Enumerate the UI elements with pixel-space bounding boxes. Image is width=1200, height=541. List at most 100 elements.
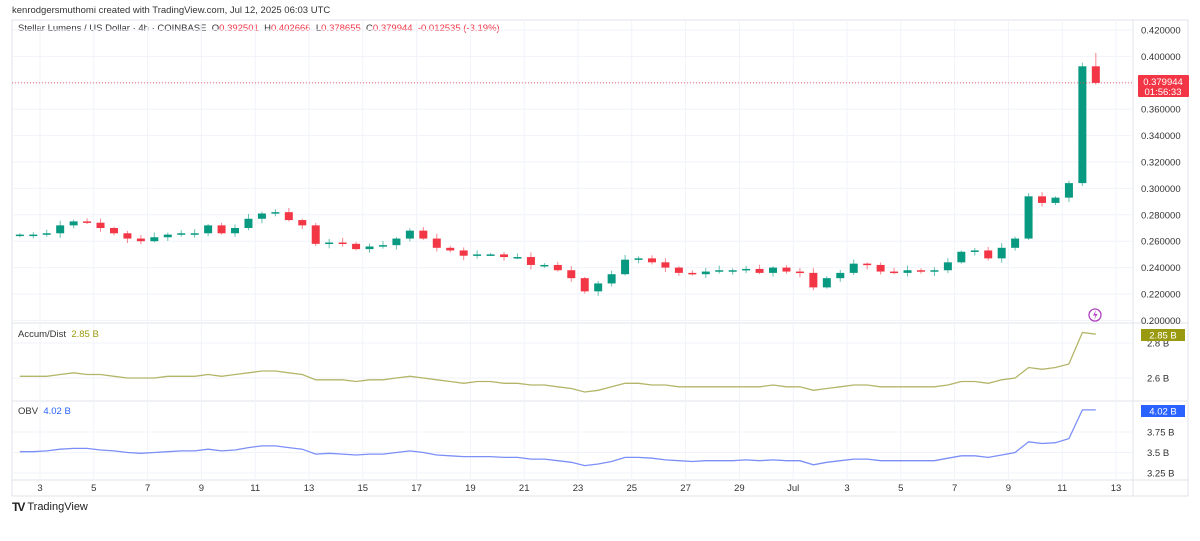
obv-legend: OBV 4.02 B: [18, 406, 71, 417]
candle-body: [580, 278, 589, 292]
candle: [500, 251, 509, 261]
tradingview-logo-text: TradingView: [27, 501, 88, 513]
candle: [916, 268, 925, 274]
candle-body: [231, 228, 240, 234]
candle: [42, 229, 51, 237]
obv-tick-label: 3.75 B: [1147, 428, 1174, 439]
candle: [621, 254, 630, 276]
candle: [701, 267, 710, 278]
candle: [217, 222, 226, 235]
time-tick-label: 19: [465, 483, 476, 494]
candle: [392, 237, 401, 250]
time-tick-label: 9: [1006, 483, 1011, 494]
candle-body: [715, 270, 724, 272]
candle-body: [836, 272, 845, 279]
candle-body: [540, 264, 549, 267]
candle: [257, 211, 266, 224]
candle-body: [634, 258, 643, 260]
candle: [930, 267, 939, 277]
candle: [970, 247, 979, 256]
tradingview-logo[interactable]: TV TradingView: [12, 500, 88, 514]
candle: [647, 255, 656, 265]
candle-body: [661, 262, 670, 268]
accum-dist-badge-value: 2.85 B: [1149, 331, 1176, 342]
candle-body: [1024, 196, 1033, 239]
candle-body: [432, 238, 441, 248]
candle-body: [15, 234, 24, 237]
candle: [1091, 52, 1100, 85]
candle: [782, 265, 791, 274]
price-tick-label: 0.300000: [1141, 184, 1181, 195]
time-tick-label: 17: [411, 483, 422, 494]
candles: [12, 52, 1133, 296]
price-tick-label: 0.280000: [1141, 210, 1181, 221]
price-tick-label: 0.340000: [1141, 131, 1181, 142]
candle-body: [809, 272, 818, 288]
candle: [432, 233, 441, 252]
candle-body: [728, 270, 737, 272]
candle: [742, 265, 751, 274]
candle: [446, 245, 455, 253]
time-tick-label: 5: [898, 483, 903, 494]
candle-body: [1011, 238, 1020, 248]
candle: [567, 266, 576, 282]
candle: [163, 232, 172, 241]
candle-body: [352, 243, 361, 250]
candle: [473, 250, 482, 259]
candle: [338, 237, 347, 247]
candle: [365, 243, 374, 253]
grid: [11, 19, 1189, 497]
lightning-icon[interactable]: [1088, 308, 1102, 322]
candle: [607, 270, 616, 287]
candle-body: [621, 259, 630, 275]
time-tick-label: 11: [250, 483, 260, 494]
candle-body: [674, 267, 683, 273]
price-tick-label: 0.220000: [1141, 290, 1181, 301]
price-tick-label: 0.360000: [1141, 105, 1181, 116]
candle-body: [553, 264, 562, 271]
candle-body: [876, 264, 885, 272]
candle: [1064, 180, 1073, 203]
obv-tick-label: 3.25 B: [1147, 469, 1174, 480]
price-badge: 0.379944 01:56:33: [1138, 75, 1189, 98]
time-tick-label: 25: [627, 483, 638, 494]
candle-body: [96, 222, 105, 228]
price-chart[interactable]: 0.420000 0.400000 0.360000 0.340000 0.320000…: [0, 0, 1200, 500]
candle-body: [607, 274, 616, 284]
candle: [984, 246, 993, 261]
candle-body: [849, 263, 858, 273]
candle-body: [109, 228, 118, 234]
candle-body: [957, 251, 966, 263]
candle-body: [163, 234, 172, 238]
candle-body: [782, 267, 791, 272]
candle: [1011, 236, 1020, 251]
candle-body: [997, 247, 1006, 259]
candle: [553, 261, 562, 272]
accum-dist-value: 2.85 B: [71, 329, 99, 340]
candle-body: [177, 233, 186, 235]
candle: [190, 229, 199, 238]
candle: [486, 253, 495, 256]
candle: [83, 218, 92, 225]
candle: [69, 219, 78, 229]
obv-badge: 4.02 B: [1141, 405, 1185, 418]
candle: [822, 276, 831, 289]
obv-badge-value: 4.02 B: [1149, 407, 1176, 418]
candle-body: [257, 213, 266, 219]
obv-pane: [19, 409, 1096, 467]
candle: [526, 252, 535, 270]
candle: [755, 264, 764, 275]
candle-body: [513, 257, 522, 259]
candle: [903, 265, 912, 277]
obv-line: [19, 409, 1096, 467]
price-badge-value: 0.379944: [1143, 77, 1183, 88]
price-tick-label: 0.200000: [1141, 316, 1181, 327]
candle: [311, 222, 320, 246]
symbol-name: Stellar Lumens / US Dollar · 4h · COINBA…: [18, 23, 207, 34]
accum-dist-pane: [19, 331, 1096, 393]
candle-body: [136, 238, 145, 242]
close-label: C: [366, 23, 373, 34]
candle: [459, 247, 468, 261]
candle: [634, 256, 643, 264]
candle-body: [150, 237, 159, 242]
